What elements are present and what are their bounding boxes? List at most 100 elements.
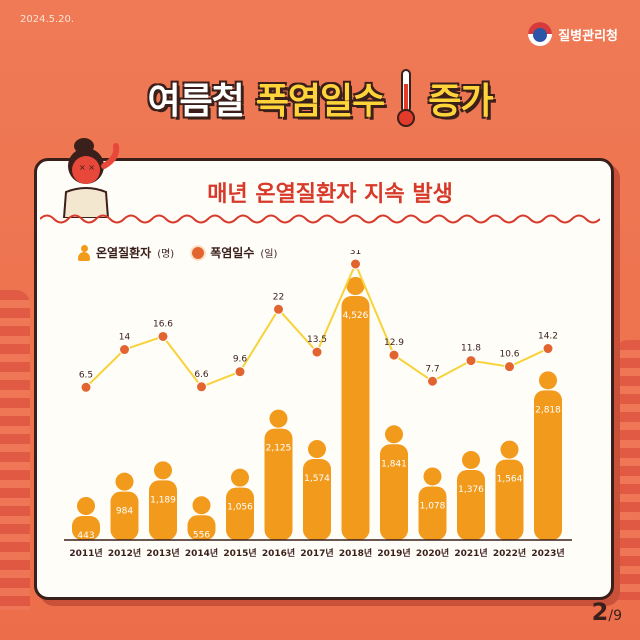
heatdays-point [157, 330, 169, 342]
x-tick-label: 2015년 [223, 547, 256, 559]
bar-value-label: 2,125 [266, 444, 292, 454]
bar-value-label: 1,189 [150, 495, 176, 505]
bar-head [385, 425, 403, 444]
heatdays-point [119, 344, 130, 356]
mascot-illustration: × × [62, 138, 120, 218]
heatdays-point [80, 381, 92, 393]
bar-value-label: 984 [116, 507, 133, 517]
bar-head [500, 440, 519, 459]
x-tick-label: 2022년 [493, 547, 526, 559]
bar-head [346, 277, 365, 295]
bar-head [115, 472, 134, 491]
bar-value-label: 556 [193, 530, 210, 540]
bar-value-label: 4,526 [343, 311, 369, 321]
bar-value-label: 1,376 [458, 485, 484, 495]
legend-item-heatdays: 폭염일수 (일) [192, 244, 277, 261]
page-current: 2 [591, 598, 609, 626]
legend-unit-heatdays: (일) [260, 249, 278, 260]
x-tick-label: 2011년 [69, 547, 102, 559]
x-tick-label: 2023년 [531, 547, 564, 559]
heatdays-point [196, 381, 207, 393]
heatdays-value-label: 14.2 [538, 332, 558, 342]
thermometer-icon [397, 69, 416, 127]
x-tick-label: 2021년 [454, 547, 487, 559]
heatdays-value-label: 7.7 [425, 364, 439, 374]
agency-name: 질병관리청 [558, 28, 618, 44]
heatdays-point [234, 366, 246, 378]
bar-value-label: 2,818 [535, 405, 561, 415]
decor-right [614, 340, 640, 600]
taegeuk-icon [528, 22, 553, 46]
heatdays-point [273, 303, 284, 315]
bar [341, 296, 370, 540]
headline-tail: 증가 [428, 81, 493, 122]
x-tick-label: 2019년 [377, 547, 410, 559]
heatdays-point [542, 343, 554, 355]
bar [110, 491, 139, 540]
combo-chart: 443 984 1,189 556 1,056 2,125 1,574 4,526 1,841 1… [64, 250, 572, 559]
bar [418, 486, 447, 540]
chart-subtitle: 매년 온열질환자 지속 발생 [207, 182, 453, 207]
heatdays-value-label: 16.6 [153, 319, 173, 329]
bar [534, 390, 562, 540]
heatdays-value-label: 31 [350, 250, 361, 257]
bar-head [423, 467, 442, 486]
bar-head [308, 440, 326, 459]
headline-white: 여름철 [147, 81, 244, 122]
heatdays-point [465, 355, 477, 367]
date-label: 2024.5.20. [20, 14, 75, 25]
bar-head [462, 450, 480, 469]
legend-unit-patients: (명) [157, 249, 175, 260]
bar [380, 444, 408, 540]
legend-label-heatdays: 폭염일수 [210, 246, 255, 260]
heatdays-point [311, 346, 323, 358]
bar [226, 487, 254, 540]
heatdays-point [504, 361, 515, 373]
heatdays-value-label: 11.8 [461, 344, 481, 354]
heatdays-value-label: 14 [119, 333, 131, 343]
x-tick-label: 2020년 [416, 547, 449, 559]
bar [303, 459, 331, 540]
page-total: /9 [608, 608, 622, 624]
x-tick-label: 2016년 [262, 547, 295, 559]
x-tick-label: 2017년 [300, 547, 333, 559]
bar-head [77, 497, 95, 515]
bar-head [192, 496, 211, 515]
heatdays-value-label: 6.6 [194, 370, 209, 380]
bar [495, 459, 524, 540]
bar [72, 516, 100, 540]
legend-item-patients: 온열질환자 (명) [78, 244, 174, 261]
x-tick-label: 2014년 [185, 547, 218, 559]
bar [457, 469, 485, 540]
x-tick-label: 2012년 [108, 547, 141, 559]
bar-value-label: 1,056 [227, 503, 253, 513]
bar-value-label: 1,574 [304, 474, 330, 484]
headline-yellow: 폭염일수 [255, 81, 385, 122]
headline: 여름철 폭염일수 증가 [0, 68, 640, 128]
heatdays-value-label: 22 [273, 292, 284, 302]
heatdays-value-label: 12.9 [384, 338, 404, 348]
svg-text:× ×: × × [79, 163, 95, 172]
person-icon [78, 244, 90, 261]
bar-value-label: 1,564 [497, 475, 523, 485]
heatdays-value-label: 9.6 [233, 355, 248, 365]
sun-icon [192, 246, 205, 259]
heatdays-point [350, 258, 361, 270]
bar-head [154, 461, 172, 480]
x-tick-label: 2018년 [339, 547, 372, 559]
agency-logo: 질병관리청 [528, 22, 618, 46]
heatdays-value-label: 13.5 [307, 335, 327, 345]
bar-head [269, 409, 288, 428]
page-indicator: 2/9 [592, 598, 622, 626]
bar [264, 428, 293, 540]
heatdays-point [388, 349, 400, 361]
bar [149, 480, 177, 540]
wave-divider [40, 214, 600, 224]
chart-legend: 온열질환자 (명) 폭염일수 (일) [78, 244, 277, 261]
bar-head [231, 468, 249, 487]
heatdays-value-label: 6.5 [79, 370, 93, 380]
x-tick-label: 2013년 [146, 547, 179, 559]
bar-head [539, 371, 557, 390]
bar-value-label: 443 [77, 531, 94, 541]
heatdays-value-label: 10.6 [499, 350, 519, 360]
